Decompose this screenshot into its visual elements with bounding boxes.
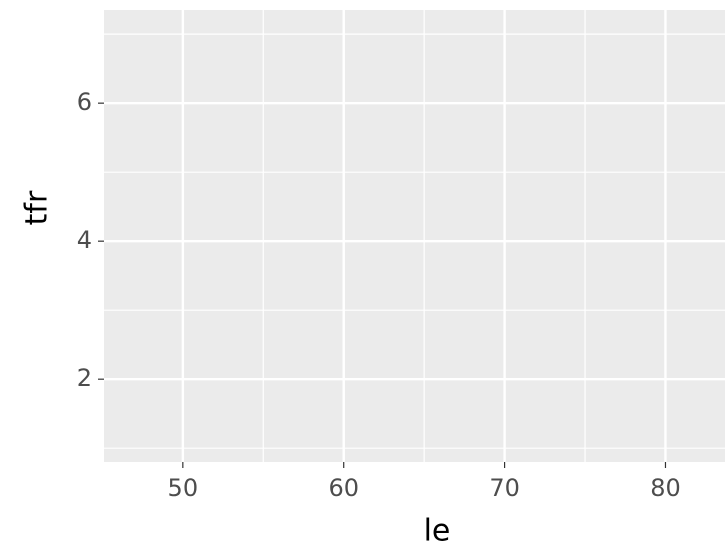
y-tick-label: 6	[77, 88, 92, 116]
x-tick-label: 70	[489, 474, 520, 502]
x-tick-label: 60	[328, 474, 359, 502]
y-axis-title: tfr	[20, 190, 55, 225]
x-tick-label: 50	[168, 474, 199, 502]
x-axis-title: le	[424, 514, 451, 549]
y-tick-label: 4	[77, 226, 92, 254]
y-tick-label: 2	[77, 364, 92, 392]
panel	[104, 10, 725, 462]
x-tick-label: 80	[650, 474, 681, 502]
